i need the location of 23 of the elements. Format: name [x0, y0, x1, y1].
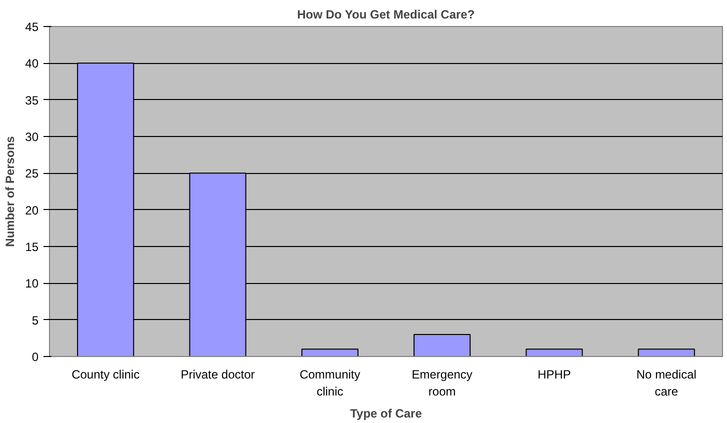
y-tick-label: 40 [25, 56, 39, 71]
bar [526, 348, 583, 356]
y-tick-label: 10 [25, 276, 39, 291]
x-tick-label: No medical care [636, 368, 696, 398]
x-axis-title: Type of Care [350, 406, 422, 420]
x-tick-label: County clinic [72, 368, 140, 382]
x-tick-label: HPHP [538, 368, 571, 382]
bar [638, 348, 695, 356]
x-tick-label: Community clinic [300, 368, 360, 398]
chart-title: How Do You Get Medical Care? [297, 8, 475, 22]
y-tick-label: 35 [25, 93, 39, 108]
y-tick-label: 30 [25, 130, 39, 144]
bar [414, 334, 471, 356]
y-tick-label: 20 [25, 203, 39, 218]
y-tick-label: 5 [32, 313, 39, 328]
y-axis-title: Number of Persons [3, 136, 18, 247]
x-tick-label: Private doctor [180, 368, 255, 382]
y-tick-label: 25 [25, 166, 39, 181]
bar [301, 348, 358, 356]
y-tick-label: 15 [25, 240, 39, 254]
x-tick-label: Emergency room [412, 368, 472, 398]
y-tick-label: 0 [32, 350, 39, 364]
y-tick-label: 45 [25, 20, 39, 34]
